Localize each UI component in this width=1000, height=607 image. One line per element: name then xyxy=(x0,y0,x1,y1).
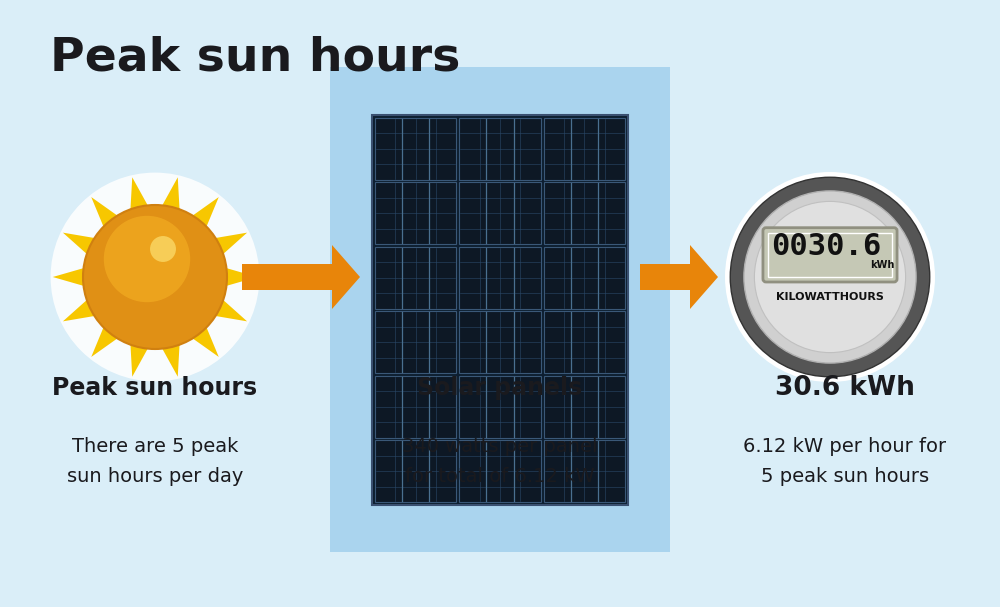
Polygon shape xyxy=(130,345,148,377)
Circle shape xyxy=(51,172,259,381)
Polygon shape xyxy=(53,268,84,286)
Circle shape xyxy=(92,214,218,341)
Wedge shape xyxy=(576,258,628,362)
Text: 0030.6: 0030.6 xyxy=(771,232,881,260)
Text: 340 watts per panel
for total of 6.12 kW: 340 watts per panel for total of 6.12 kW xyxy=(402,437,598,486)
FancyBboxPatch shape xyxy=(459,441,541,502)
FancyBboxPatch shape xyxy=(330,67,670,552)
Polygon shape xyxy=(193,327,219,357)
Text: There are 5 peak
sun hours per day: There are 5 peak sun hours per day xyxy=(67,437,243,486)
FancyBboxPatch shape xyxy=(375,441,456,502)
FancyBboxPatch shape xyxy=(544,376,625,438)
Circle shape xyxy=(744,191,916,363)
Circle shape xyxy=(730,177,930,377)
FancyBboxPatch shape xyxy=(544,182,625,244)
Text: Peak sun hours: Peak sun hours xyxy=(50,35,460,80)
Polygon shape xyxy=(63,300,94,321)
FancyBboxPatch shape xyxy=(544,247,625,308)
Polygon shape xyxy=(162,345,180,377)
Circle shape xyxy=(104,216,190,302)
Text: 6.12 kW per hour for
5 peak sun hours: 6.12 kW per hour for 5 peak sun hours xyxy=(743,437,947,486)
FancyBboxPatch shape xyxy=(459,376,541,438)
Polygon shape xyxy=(91,197,117,226)
FancyBboxPatch shape xyxy=(544,441,625,502)
FancyBboxPatch shape xyxy=(375,182,456,244)
FancyBboxPatch shape xyxy=(459,311,541,373)
FancyBboxPatch shape xyxy=(372,115,628,505)
Polygon shape xyxy=(640,245,718,309)
Circle shape xyxy=(725,172,935,382)
FancyBboxPatch shape xyxy=(763,228,897,282)
FancyBboxPatch shape xyxy=(459,182,541,244)
Polygon shape xyxy=(162,177,180,209)
Polygon shape xyxy=(91,327,117,357)
FancyBboxPatch shape xyxy=(375,311,456,373)
Text: Solar panels: Solar panels xyxy=(417,376,583,401)
Text: KILOWATTHOURS: KILOWATTHOURS xyxy=(776,292,884,302)
Polygon shape xyxy=(216,232,247,254)
Polygon shape xyxy=(242,245,360,309)
FancyBboxPatch shape xyxy=(375,247,456,308)
FancyBboxPatch shape xyxy=(459,247,541,308)
Polygon shape xyxy=(216,300,247,321)
Text: kWh: kWh xyxy=(870,260,895,271)
Circle shape xyxy=(115,237,195,317)
Polygon shape xyxy=(193,197,219,226)
Circle shape xyxy=(83,205,227,349)
FancyBboxPatch shape xyxy=(544,311,625,373)
FancyBboxPatch shape xyxy=(459,118,541,180)
Circle shape xyxy=(150,236,176,262)
Text: 30.6 kWh: 30.6 kWh xyxy=(775,376,915,401)
Circle shape xyxy=(754,202,906,353)
Polygon shape xyxy=(63,232,94,254)
Polygon shape xyxy=(130,177,148,209)
Polygon shape xyxy=(226,268,257,286)
Wedge shape xyxy=(372,258,424,362)
Text: Peak sun hours: Peak sun hours xyxy=(52,376,258,401)
FancyBboxPatch shape xyxy=(375,376,456,438)
FancyBboxPatch shape xyxy=(544,118,625,180)
Circle shape xyxy=(103,225,207,329)
Circle shape xyxy=(83,205,227,349)
FancyBboxPatch shape xyxy=(375,118,456,180)
